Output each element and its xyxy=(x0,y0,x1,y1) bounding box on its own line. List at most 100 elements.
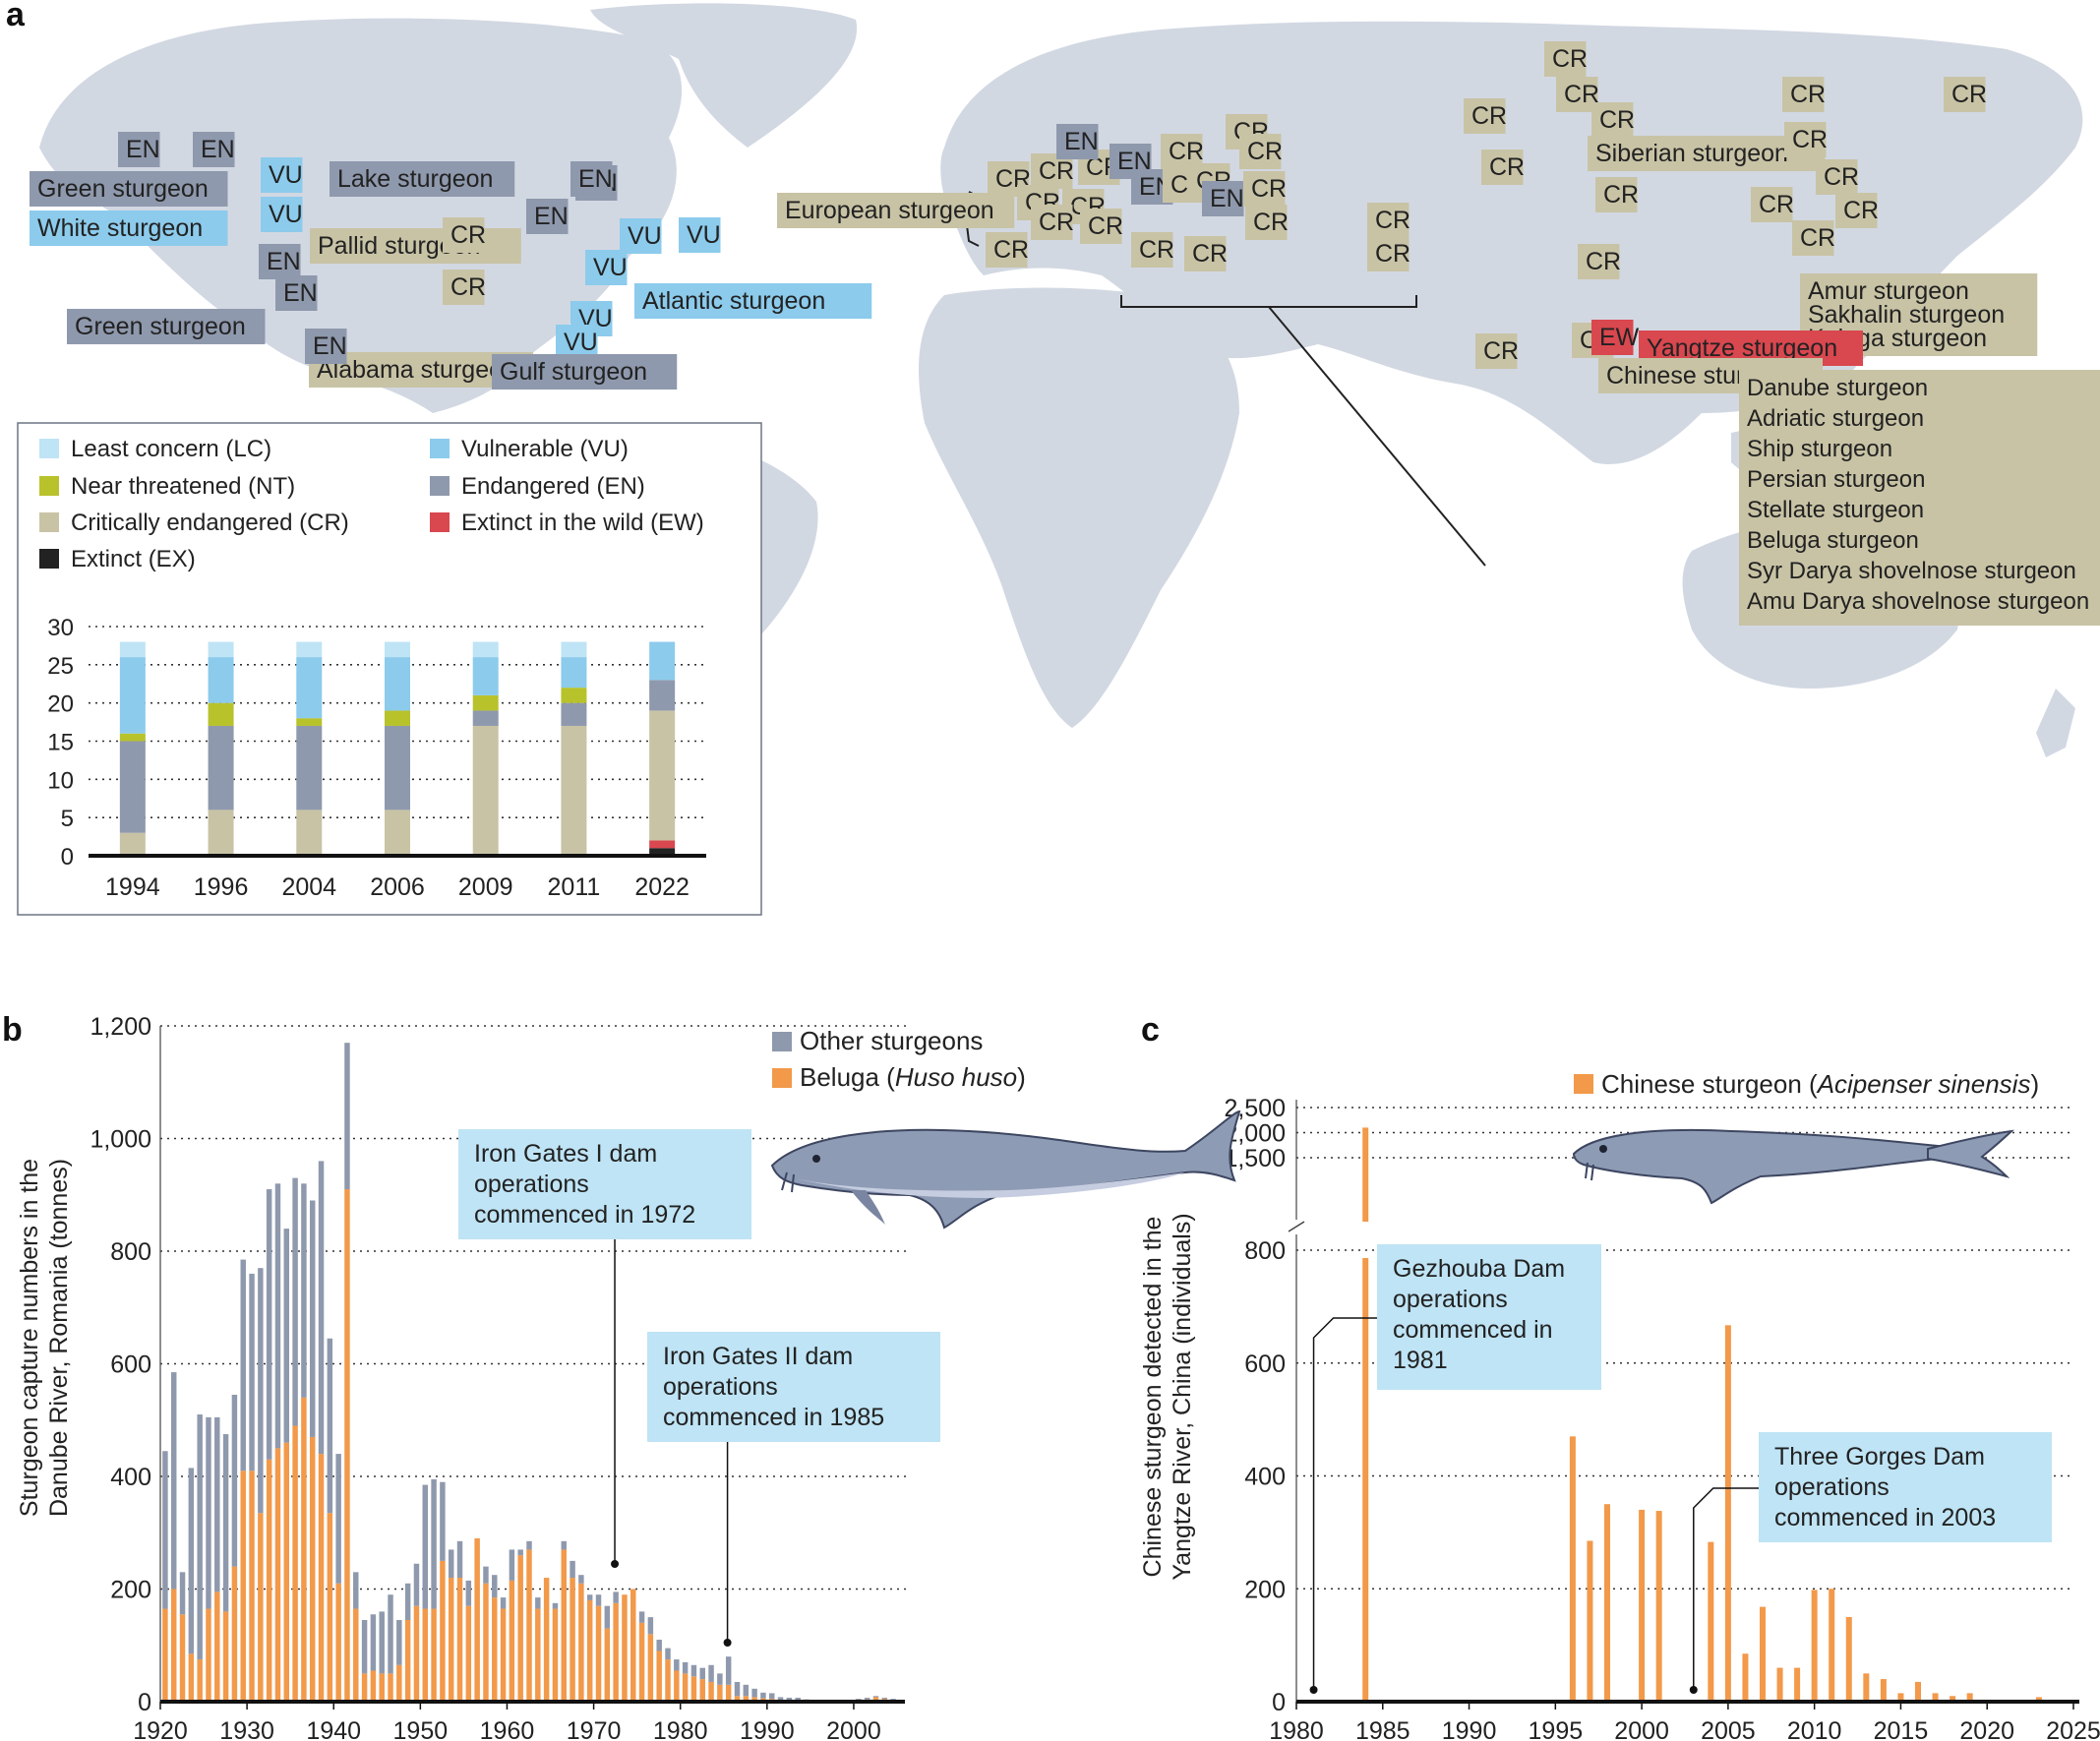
bar-beluga xyxy=(206,1608,211,1702)
map-label-box xyxy=(30,210,228,246)
y-axis-label: Sturgeon capture numbers in theDanube Ri… xyxy=(16,1159,73,1517)
map-label-box xyxy=(330,161,515,197)
map-label-text: Stellate sturgeon xyxy=(1747,497,1924,523)
x-tick-label: 2011 xyxy=(548,873,601,901)
bar-value xyxy=(1794,1667,1801,1702)
y-tick-label: 600 xyxy=(1244,1351,1286,1378)
map-label-text: CR xyxy=(1471,102,1507,130)
map-label-cr: CR xyxy=(1944,77,1987,112)
map-label-en: Gulf sturgeon xyxy=(492,354,678,390)
bar-beluga xyxy=(526,1549,532,1702)
bar-beluga xyxy=(448,1578,454,1702)
legend-swatch-cr xyxy=(39,512,59,532)
map-label-box xyxy=(1080,209,1122,244)
map-label-text: Amur sturgeon xyxy=(1808,277,1969,305)
bar-other xyxy=(222,1434,229,1612)
map-label-box xyxy=(259,244,301,279)
map-label-box xyxy=(443,270,485,305)
map-label-text: CR xyxy=(1375,207,1410,234)
bar-other xyxy=(266,1189,272,1460)
x-tick-label: 2025 xyxy=(2046,1717,2100,1741)
bar-beluga xyxy=(561,1549,567,1702)
map-label-text: EN xyxy=(126,136,160,163)
map-label-text: CR xyxy=(1800,224,1835,252)
legend-swatch-ew xyxy=(430,512,450,532)
map-label-cr: CR xyxy=(1835,193,1879,228)
bar-beluga xyxy=(595,1605,602,1702)
legend-label-en: Endangered (EN) xyxy=(461,473,645,500)
legend-label-part: ) xyxy=(1017,1062,1026,1092)
bar-other xyxy=(864,1697,870,1700)
map-label-box xyxy=(1245,205,1288,240)
bar-beluga xyxy=(647,1634,654,1702)
bar-segment-nt xyxy=(296,718,323,726)
map-label-text: CR xyxy=(1843,197,1879,224)
bar-beluga xyxy=(543,1578,550,1702)
bar-beluga xyxy=(327,1513,333,1702)
legend-swatch-beluga xyxy=(772,1068,792,1088)
x-tick-label: 1980 xyxy=(653,1717,708,1741)
map-label-text: EN xyxy=(201,136,235,163)
annotation-dot xyxy=(723,1639,732,1647)
map-label-box xyxy=(986,232,1028,268)
bar-beluga xyxy=(586,1599,593,1702)
bar-other xyxy=(699,1667,705,1680)
bar-beluga xyxy=(751,1697,757,1702)
map-label-en: Green sturgeon xyxy=(30,171,228,207)
bar-beluga xyxy=(413,1605,420,1702)
map-label-box xyxy=(1751,187,1793,222)
map-label-box xyxy=(275,275,318,311)
bar-segment-en xyxy=(296,725,323,810)
bar-beluga xyxy=(517,1555,523,1702)
bar-other xyxy=(344,1043,350,1190)
bar-beluga xyxy=(578,1583,584,1702)
x-tick-label: 2022 xyxy=(634,873,690,901)
bar-beluga xyxy=(492,1597,498,1702)
map-label-cr: CR xyxy=(986,232,1029,268)
legend-label-vu: Vulnerable (VU) xyxy=(461,436,629,462)
bar-value xyxy=(1569,1436,1576,1702)
map-label-box xyxy=(1544,41,1587,77)
bar-value xyxy=(1915,1681,1921,1702)
bar-value xyxy=(1742,1653,1749,1702)
bar-beluga xyxy=(283,1442,290,1702)
map-label-cr: European sturgeon xyxy=(777,193,1015,228)
bar-segment-en xyxy=(385,725,410,810)
map-label-text: CR xyxy=(1247,138,1283,165)
bar-other xyxy=(604,1605,611,1629)
map-label-cr: CR xyxy=(1031,205,1074,240)
bar-other xyxy=(517,1549,523,1556)
legend-label-lc: Least concern (LC) xyxy=(71,436,271,462)
map-label-en: EN xyxy=(305,329,347,364)
bar-other xyxy=(327,1338,333,1514)
bar-other xyxy=(292,1177,298,1426)
bar-value xyxy=(1966,1693,1973,1702)
annotation-dot xyxy=(611,1560,620,1568)
map-label-box xyxy=(1784,122,1827,157)
map-label-text: CR xyxy=(1790,81,1826,108)
bar-other xyxy=(795,1697,801,1701)
map-label-cr: CR xyxy=(1243,171,1287,207)
map-label-cr: CR xyxy=(1578,244,1621,279)
bar-value xyxy=(1724,1325,1731,1702)
bar-other xyxy=(708,1664,714,1682)
map-label-text: VU xyxy=(687,221,721,249)
bar-beluga xyxy=(396,1664,402,1702)
bar-other xyxy=(197,1414,203,1660)
bar-other xyxy=(370,1614,377,1671)
map-label-text: VU xyxy=(564,329,598,356)
fish-barbels xyxy=(781,1171,795,1193)
bar-other xyxy=(274,1183,281,1449)
bar-other xyxy=(535,1597,541,1609)
bar-beluga xyxy=(431,1608,437,1702)
bar-other xyxy=(431,1478,437,1609)
map-label-text: CR xyxy=(1039,157,1074,185)
map-label-box xyxy=(30,171,228,207)
bar-segment-nt xyxy=(119,733,146,742)
y-tick-label: 400 xyxy=(110,1464,151,1491)
bar-beluga xyxy=(249,1471,255,1702)
map-label-en: Lake sturgeon xyxy=(330,161,515,197)
map-label-box xyxy=(1202,181,1244,216)
map-label-box xyxy=(1184,236,1227,271)
axis-break-mark xyxy=(1288,1221,1305,1232)
